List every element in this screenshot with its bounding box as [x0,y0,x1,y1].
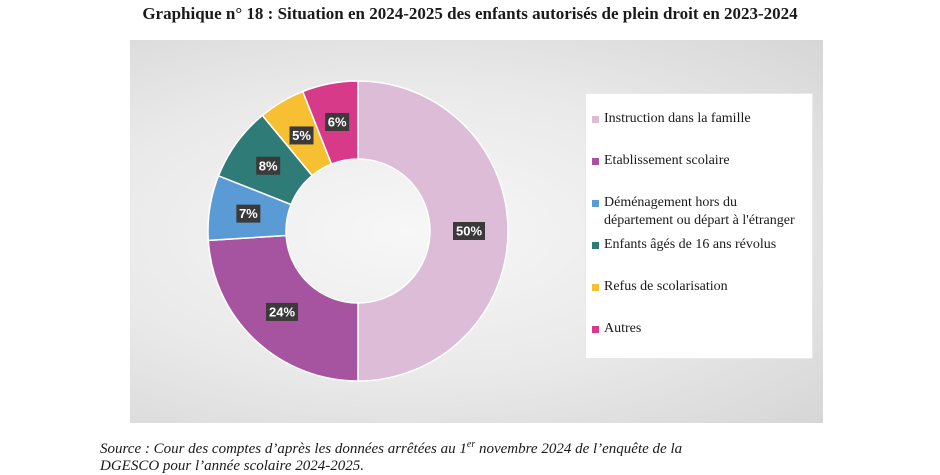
donut-chart: 50% 24% 7% 8% 5% 6% [207,80,509,382]
donut-slice-labels: 50% 24% 7% 8% 5% 6% [236,112,485,321]
data-label-autres: 6% [328,114,347,129]
data-label-demenagement: 7% [239,206,258,221]
data-label-refus-scolarisation: 5% [292,128,311,143]
legend-swatch [592,158,599,165]
legend-item-demenagement: Déménagement hors du département ou dépa… [592,194,808,230]
source-prefix: Source : Cour des comptes d’après les do… [100,441,467,457]
donut-slices [207,80,509,382]
data-label-box [289,126,314,145]
data-label-instruction-famille: 50% [456,224,482,239]
legend-swatch [592,284,599,291]
chart-legend: Instruction dans la famille Etablissemen… [585,93,813,359]
source-line2: DGESCO pour l’année scolaire 2024-2025. [100,458,364,474]
legend-label: Instruction dans la famille [604,111,751,126]
chart-title: Graphique n° 18 : Situation en 2024-2025… [142,4,798,23]
legend-swatch [592,116,599,123]
source-superscript: er [466,439,476,450]
legend-swatch [592,200,599,207]
legend-label-line2: département ou départ à l'étranger [604,213,795,228]
legend-item-instruction-famille: Instruction dans la famille [592,110,808,128]
data-label-box [256,156,281,175]
chart-area: 50% 24% 7% 8% 5% 6% Instruction dans la famil… [130,40,823,423]
legend-label: Déménagement hors du [604,195,737,210]
data-label-box [325,112,350,131]
legend-label: Enfants âgés de 16 ans révolus [604,237,777,252]
legend-swatch [592,326,599,333]
legend-item-refus-scolarisation: Refus de scolarisation [592,278,808,296]
data-label-box [266,302,299,321]
source-note: Source : Cour des comptes d’après les do… [100,436,822,475]
legend-label: Etablissement scolaire [604,153,730,168]
legend-item-enfants-16-ans: Enfants âgés de 16 ans révolus [592,236,808,254]
legend-swatch [592,242,599,249]
legend-label: Autres [604,321,642,336]
data-label-box [453,222,485,240]
source-suffix: novembre 2024 de l’enquête de la [475,441,683,457]
legend-label: Refus de scolarisation [604,279,728,294]
legend-item-etablissement-scolaire: Etablissement scolaire [592,152,808,170]
data-label-box [236,204,261,223]
data-label-etablissement-scolaire: 24% [269,304,295,319]
legend-item-autres: Autres [592,320,808,338]
donut-slice-instruction-famille [357,80,509,382]
data-label-enfants-16-ans: 8% [259,158,278,173]
